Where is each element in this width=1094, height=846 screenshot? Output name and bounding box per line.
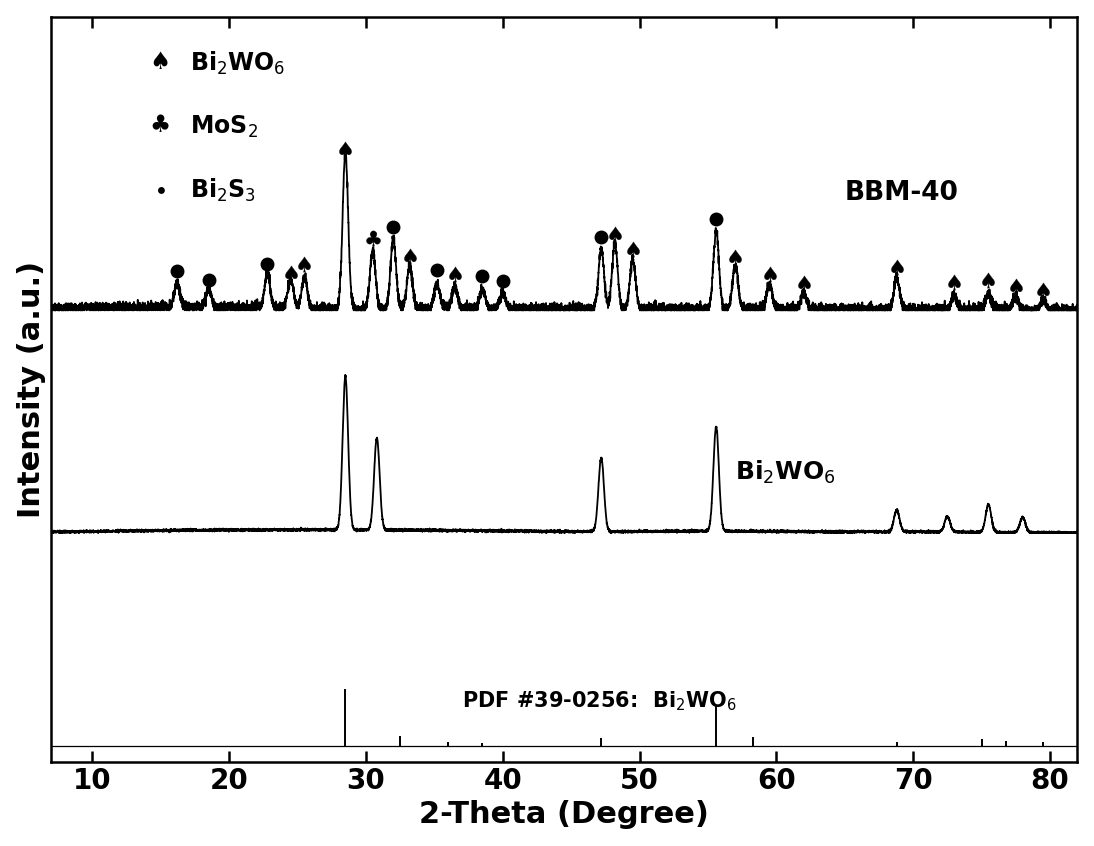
Text: BBM-40: BBM-40 <box>845 180 958 206</box>
Text: Bi$_2$WO$_6$: Bi$_2$WO$_6$ <box>189 50 286 77</box>
Text: PDF #39-0256:  Bi$_2$WO$_6$: PDF #39-0256: Bi$_2$WO$_6$ <box>462 689 736 713</box>
Y-axis label: Intensity (a.u.): Intensity (a.u.) <box>16 261 46 518</box>
X-axis label: 2-Theta (Degree): 2-Theta (Degree) <box>419 800 709 829</box>
Text: Bi$_2$WO$_6$: Bi$_2$WO$_6$ <box>735 459 836 486</box>
Text: Bi$_2$S$_3$: Bi$_2$S$_3$ <box>189 177 256 204</box>
Text: $\bullet$: $\bullet$ <box>152 177 165 201</box>
Text: $\spadesuit$: $\spadesuit$ <box>149 50 168 74</box>
Text: $\clubsuit$: $\clubsuit$ <box>149 113 170 138</box>
Text: MoS$_2$: MoS$_2$ <box>189 113 257 140</box>
